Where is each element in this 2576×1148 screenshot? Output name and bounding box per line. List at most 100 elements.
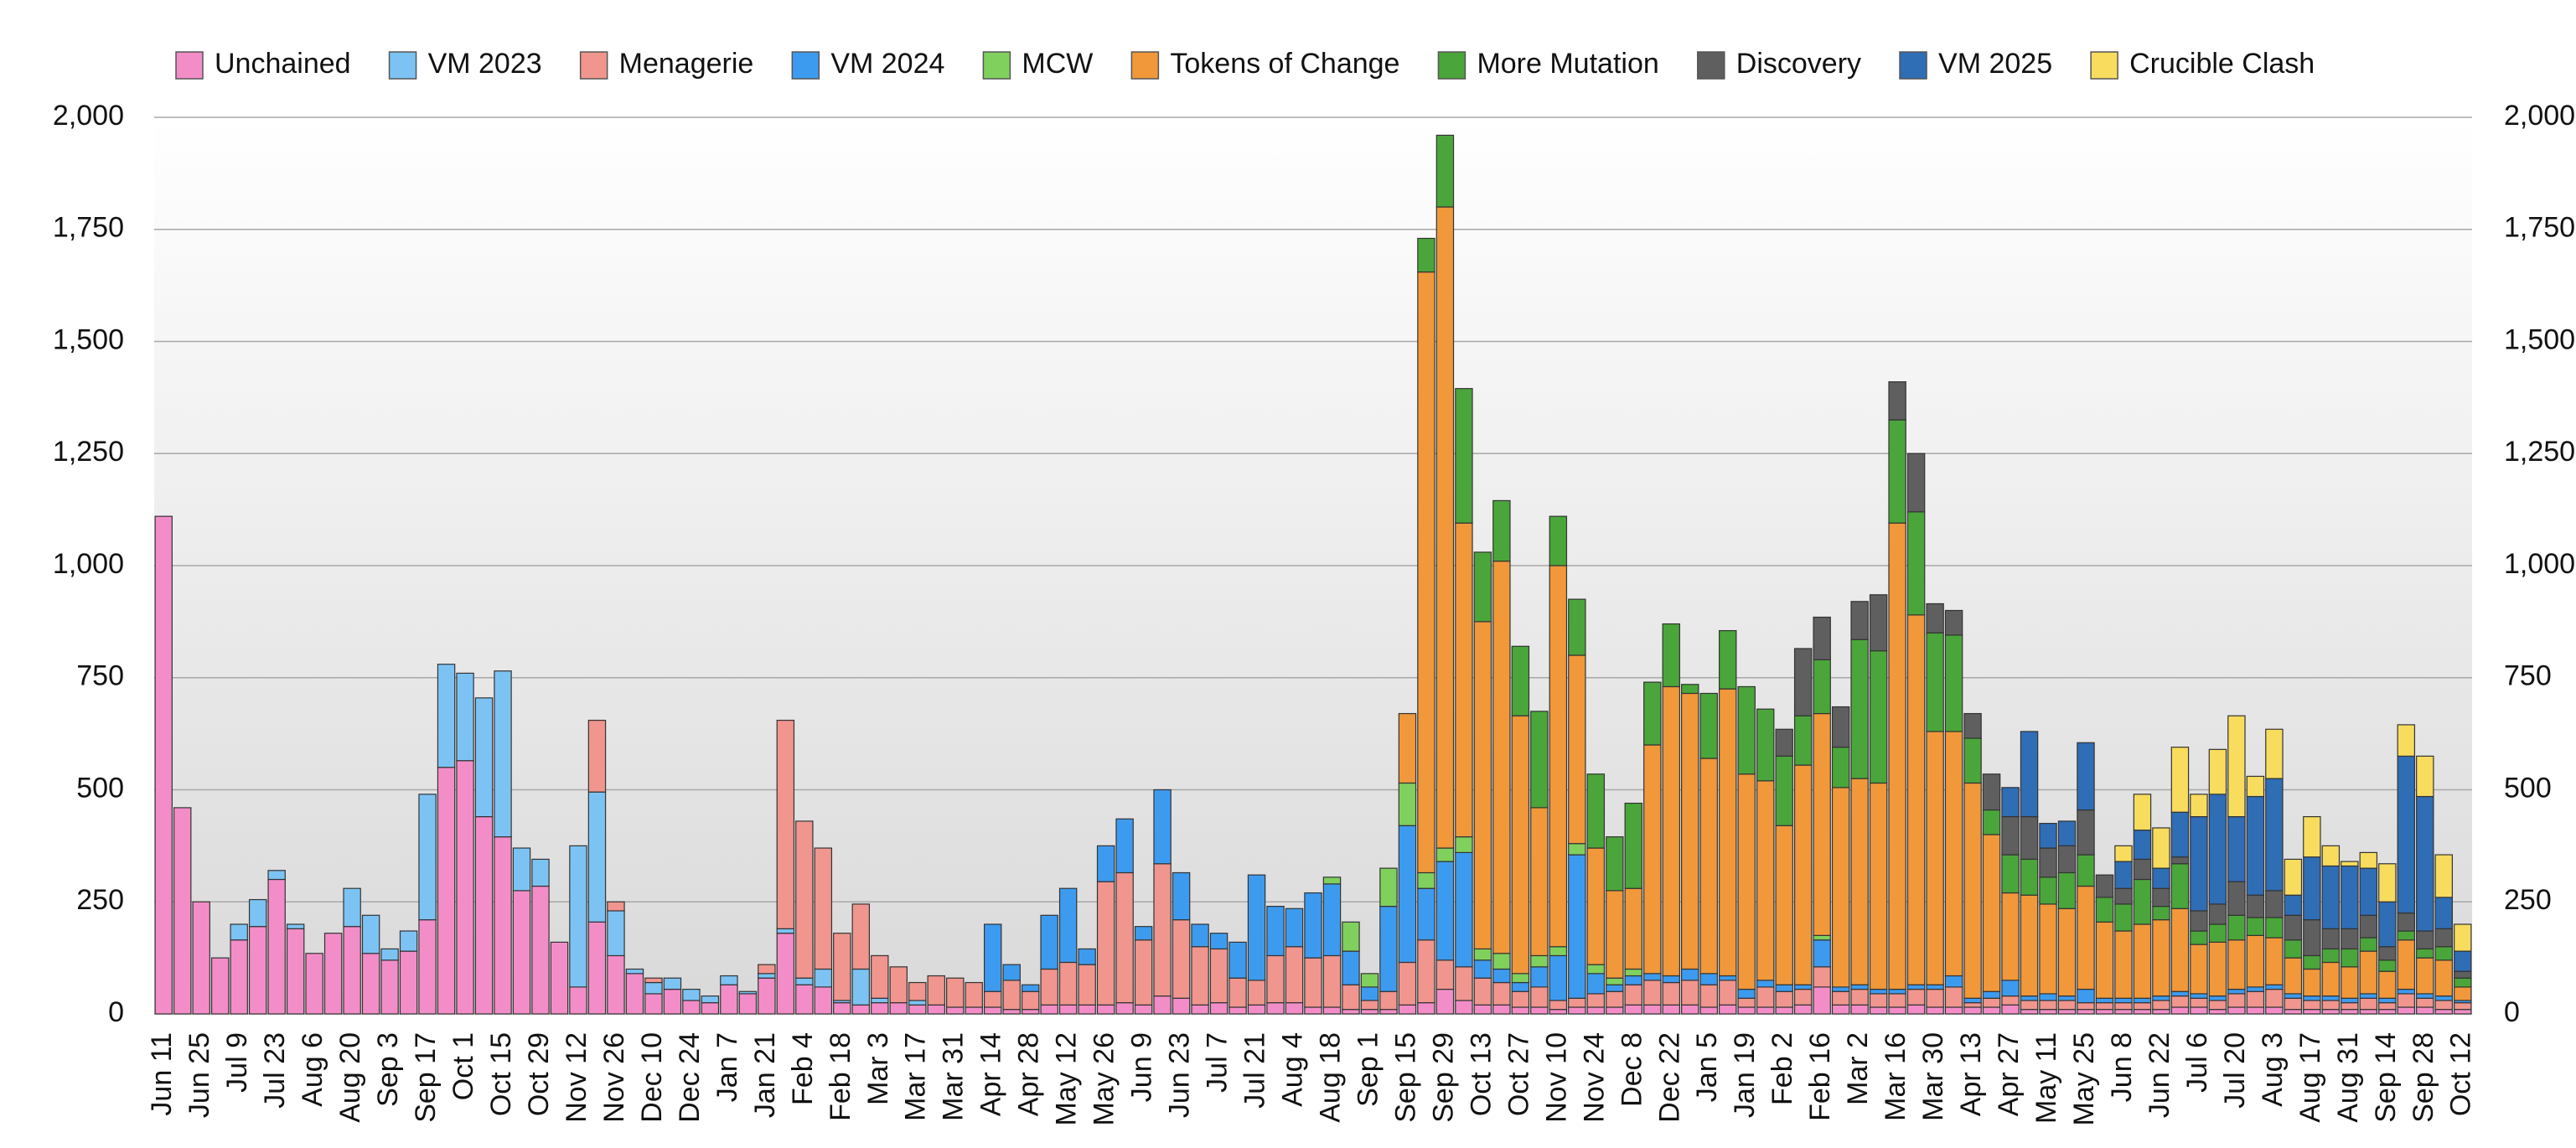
bar-segment bbox=[1737, 773, 1756, 990]
bar-segment bbox=[2170, 811, 2190, 858]
bar-segment bbox=[2397, 930, 2416, 941]
bar-segment bbox=[776, 719, 795, 929]
bar-segment bbox=[2454, 986, 2472, 1001]
bar-segment bbox=[2246, 990, 2265, 1008]
y2-tick-label: 750 bbox=[2504, 660, 2552, 692]
bar-segment bbox=[1511, 981, 1530, 992]
bar-segment bbox=[1266, 905, 1285, 957]
bar-segment bbox=[1568, 997, 1586, 1008]
bar-segment bbox=[2246, 917, 2265, 936]
bar-segment bbox=[663, 988, 682, 1015]
bar-segment bbox=[2152, 887, 2170, 908]
bar-segment bbox=[1888, 381, 1906, 421]
bar-segment bbox=[2378, 901, 2397, 948]
bar-segment bbox=[2321, 961, 2341, 997]
bar-segment bbox=[2378, 959, 2397, 972]
bar-segment bbox=[474, 697, 494, 818]
bar-segment bbox=[1172, 997, 1191, 1015]
bar-segment bbox=[1247, 980, 1266, 1006]
bar-segment bbox=[2265, 1006, 2284, 1015]
bar-segment bbox=[2397, 913, 2416, 932]
bar-segment bbox=[1643, 744, 1662, 975]
bar-segment bbox=[2057, 908, 2077, 997]
bar-segment bbox=[1624, 968, 1643, 977]
bar-segment bbox=[1944, 975, 1963, 988]
bar-segment bbox=[2341, 997, 2359, 1004]
x-tick-label: Mar 30 bbox=[1917, 1032, 1949, 1121]
bar-segment bbox=[2039, 1009, 2057, 1015]
bar-segment bbox=[2170, 1006, 2190, 1015]
bar-segment bbox=[587, 791, 607, 923]
bar-segment bbox=[1662, 623, 1680, 688]
bar-segment bbox=[1115, 1002, 1134, 1015]
bar-segment bbox=[1360, 1000, 1379, 1011]
bar-segment bbox=[1850, 639, 1869, 779]
x-tick-label: Jul 20 bbox=[2219, 1032, 2251, 1109]
bar-segment bbox=[2208, 923, 2227, 943]
bar-segment bbox=[2020, 894, 2039, 997]
bar-segment bbox=[2284, 894, 2303, 916]
bar-segment bbox=[587, 921, 607, 1015]
bar-segment bbox=[1379, 1009, 1398, 1015]
bar-segment bbox=[814, 986, 833, 1015]
bar-segment bbox=[2114, 997, 2133, 1004]
bar-segment bbox=[2416, 795, 2434, 932]
bar-segment bbox=[1963, 1002, 1982, 1008]
bar-segment bbox=[2416, 948, 2434, 959]
bar-segment bbox=[2378, 997, 2397, 1004]
bar-segment bbox=[1134, 939, 1153, 1006]
bar-segment bbox=[1850, 984, 1869, 990]
bar-segment bbox=[2190, 910, 2208, 932]
bar-segment bbox=[1681, 980, 1699, 1006]
bar-segment bbox=[814, 847, 833, 970]
bar-segment bbox=[1058, 887, 1078, 964]
x-tick-label: Sep 14 bbox=[2370, 1032, 2402, 1123]
bar-segment bbox=[1511, 973, 1530, 984]
bar-segment bbox=[343, 926, 361, 1015]
bar-segment bbox=[2001, 980, 2020, 997]
bar-segment bbox=[2265, 728, 2284, 779]
bar-segment bbox=[1568, 598, 1586, 656]
bar-segment bbox=[418, 794, 437, 921]
bar-segment bbox=[1398, 825, 1417, 964]
bar-segment bbox=[1737, 685, 1756, 775]
bar-segment bbox=[2434, 1000, 2453, 1011]
legend-label: VM 2023 bbox=[428, 48, 542, 80]
bar-segment bbox=[1417, 887, 1435, 941]
bar-segment bbox=[2095, 1002, 2114, 1011]
bar-segment bbox=[2265, 937, 2284, 985]
bar-segment bbox=[230, 923, 248, 941]
x-tick-label: Jun 25 bbox=[184, 1032, 215, 1118]
bar-segment bbox=[1982, 1006, 2001, 1015]
bar-segment bbox=[1455, 522, 1473, 838]
bar-segment bbox=[1455, 1000, 1473, 1015]
x-tick-label: May 12 bbox=[1051, 1032, 1083, 1126]
bar-segment bbox=[1756, 986, 1775, 1008]
bar-segment bbox=[1058, 961, 1078, 1006]
y-tick-label: 0 bbox=[108, 996, 124, 1028]
bar-segment bbox=[1624, 1004, 1643, 1015]
bar-segment bbox=[2303, 968, 2321, 997]
bar-segment bbox=[2020, 858, 2039, 896]
bar-segment bbox=[2001, 1004, 2020, 1015]
y2-tick-label: 0 bbox=[2504, 996, 2520, 1028]
bar-segment bbox=[2133, 1009, 2152, 1015]
bar-segment bbox=[2416, 930, 2434, 950]
x-tick-label: Jun 9 bbox=[1126, 1032, 1158, 1102]
bar-segment bbox=[2077, 1002, 2095, 1011]
bar-segment bbox=[2246, 934, 2265, 988]
bar-segment bbox=[1586, 964, 1606, 975]
x-tick-label: Jun 22 bbox=[2144, 1032, 2175, 1118]
bar-segment bbox=[2397, 988, 2416, 995]
bar-segment bbox=[1793, 648, 1813, 716]
bar-segment bbox=[267, 870, 286, 881]
bar-segment bbox=[2303, 815, 2321, 858]
bar-segment bbox=[569, 845, 587, 988]
bar-segment bbox=[2190, 794, 2208, 818]
bar-segment bbox=[1002, 980, 1021, 1011]
bar-segment bbox=[1002, 964, 1021, 981]
x-tick-label: Jul 6 bbox=[2181, 1032, 2213, 1093]
x-tick-label: Jul 7 bbox=[1202, 1032, 1234, 1093]
bar-segment bbox=[2341, 861, 2359, 867]
legend-swatch bbox=[1697, 51, 1725, 80]
